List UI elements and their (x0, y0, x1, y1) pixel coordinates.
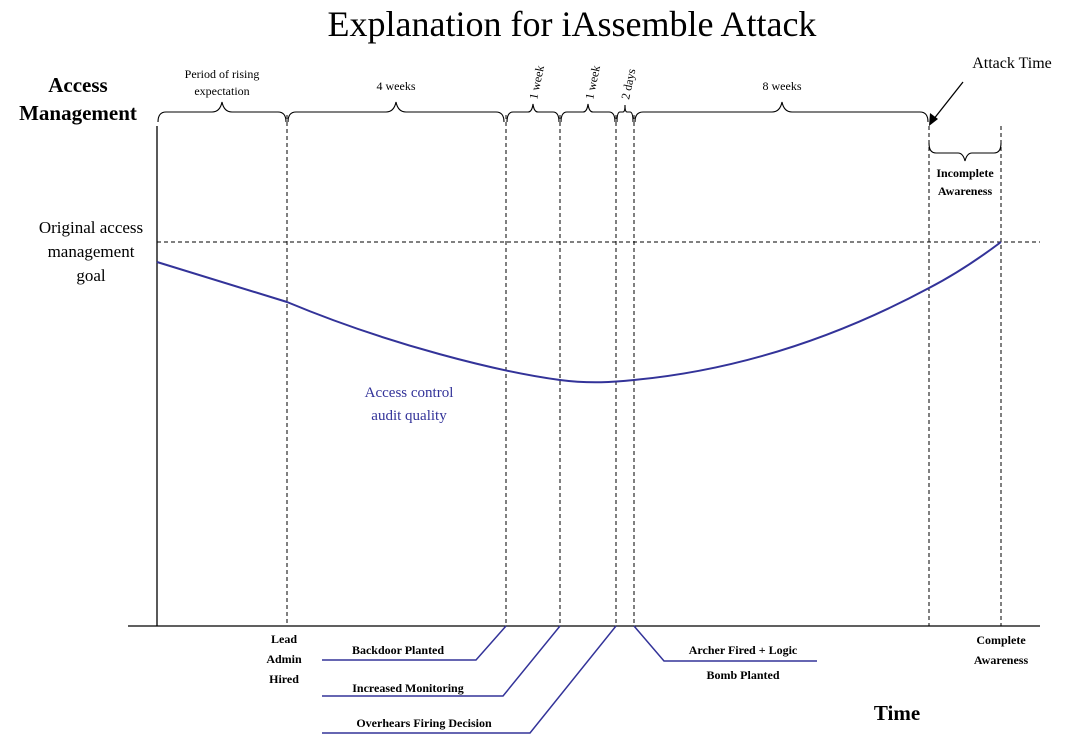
event-complete-line2: Awareness (974, 653, 1029, 667)
event-backdoor: Backdoor Planted (352, 643, 444, 657)
audit-quality-curve (156, 241, 1002, 384)
attack-time-arrow (932, 81, 964, 121)
event-archer-line1: Archer Fired + Logic (689, 643, 798, 657)
attack-time-arrowhead (929, 113, 938, 126)
event-lead-admin-line2: Admin (266, 652, 302, 666)
curve-label-line2: audit quality (371, 408, 447, 424)
event-archer-line2: Bomb Planted (706, 668, 779, 682)
leader-monitoring (322, 625, 561, 697)
interval-two-days: 2 days (618, 67, 638, 101)
goal-label-line3: goal (76, 266, 106, 285)
goal-label-line2: management (48, 242, 135, 261)
interval-week-b: 1 week (582, 64, 603, 100)
attack-time-label: Attack Time (972, 55, 1052, 72)
interval-eight-weeks: 8 weeks (763, 79, 802, 93)
leader-backdoor (322, 625, 507, 661)
brace-four-weeks (287, 101, 505, 123)
leader-overhears (322, 625, 617, 734)
brace-two-days (616, 104, 634, 123)
brace-week-b (560, 103, 616, 123)
leader-archer (633, 625, 817, 662)
event-overhears: Overhears Firing Decision (356, 716, 492, 730)
y-axis-title-line2: Management (19, 101, 137, 125)
curve-label-line1: Access control (365, 385, 454, 401)
brace-week-a (506, 103, 560, 123)
interval-four-weeks: 4 weeks (377, 79, 416, 93)
y-axis-title-line1: Access (48, 73, 107, 97)
brace-incomplete (928, 142, 1002, 162)
x-axis-title: Time (874, 701, 920, 725)
event-complete-line1: Complete (976, 633, 1026, 647)
diagram-title: Explanation for iAssemble Attack (328, 4, 817, 44)
interval-incomplete-line1: Incomplete (936, 166, 994, 180)
interval-week-a: 1 week (526, 64, 547, 100)
interval-rising-line1: Period of rising (185, 67, 260, 81)
event-lead-admin-line1: Lead (271, 632, 297, 646)
goal-label-line1: Original access (39, 218, 143, 237)
brace-eight-weeks (634, 101, 929, 123)
interval-incomplete-line2: Awareness (938, 184, 993, 198)
brace-rising (157, 101, 287, 123)
interval-rising-line2: expectation (194, 84, 249, 98)
event-lead-admin-line3: Hired (269, 672, 299, 686)
event-monitoring: Increased Monitoring (352, 681, 463, 695)
